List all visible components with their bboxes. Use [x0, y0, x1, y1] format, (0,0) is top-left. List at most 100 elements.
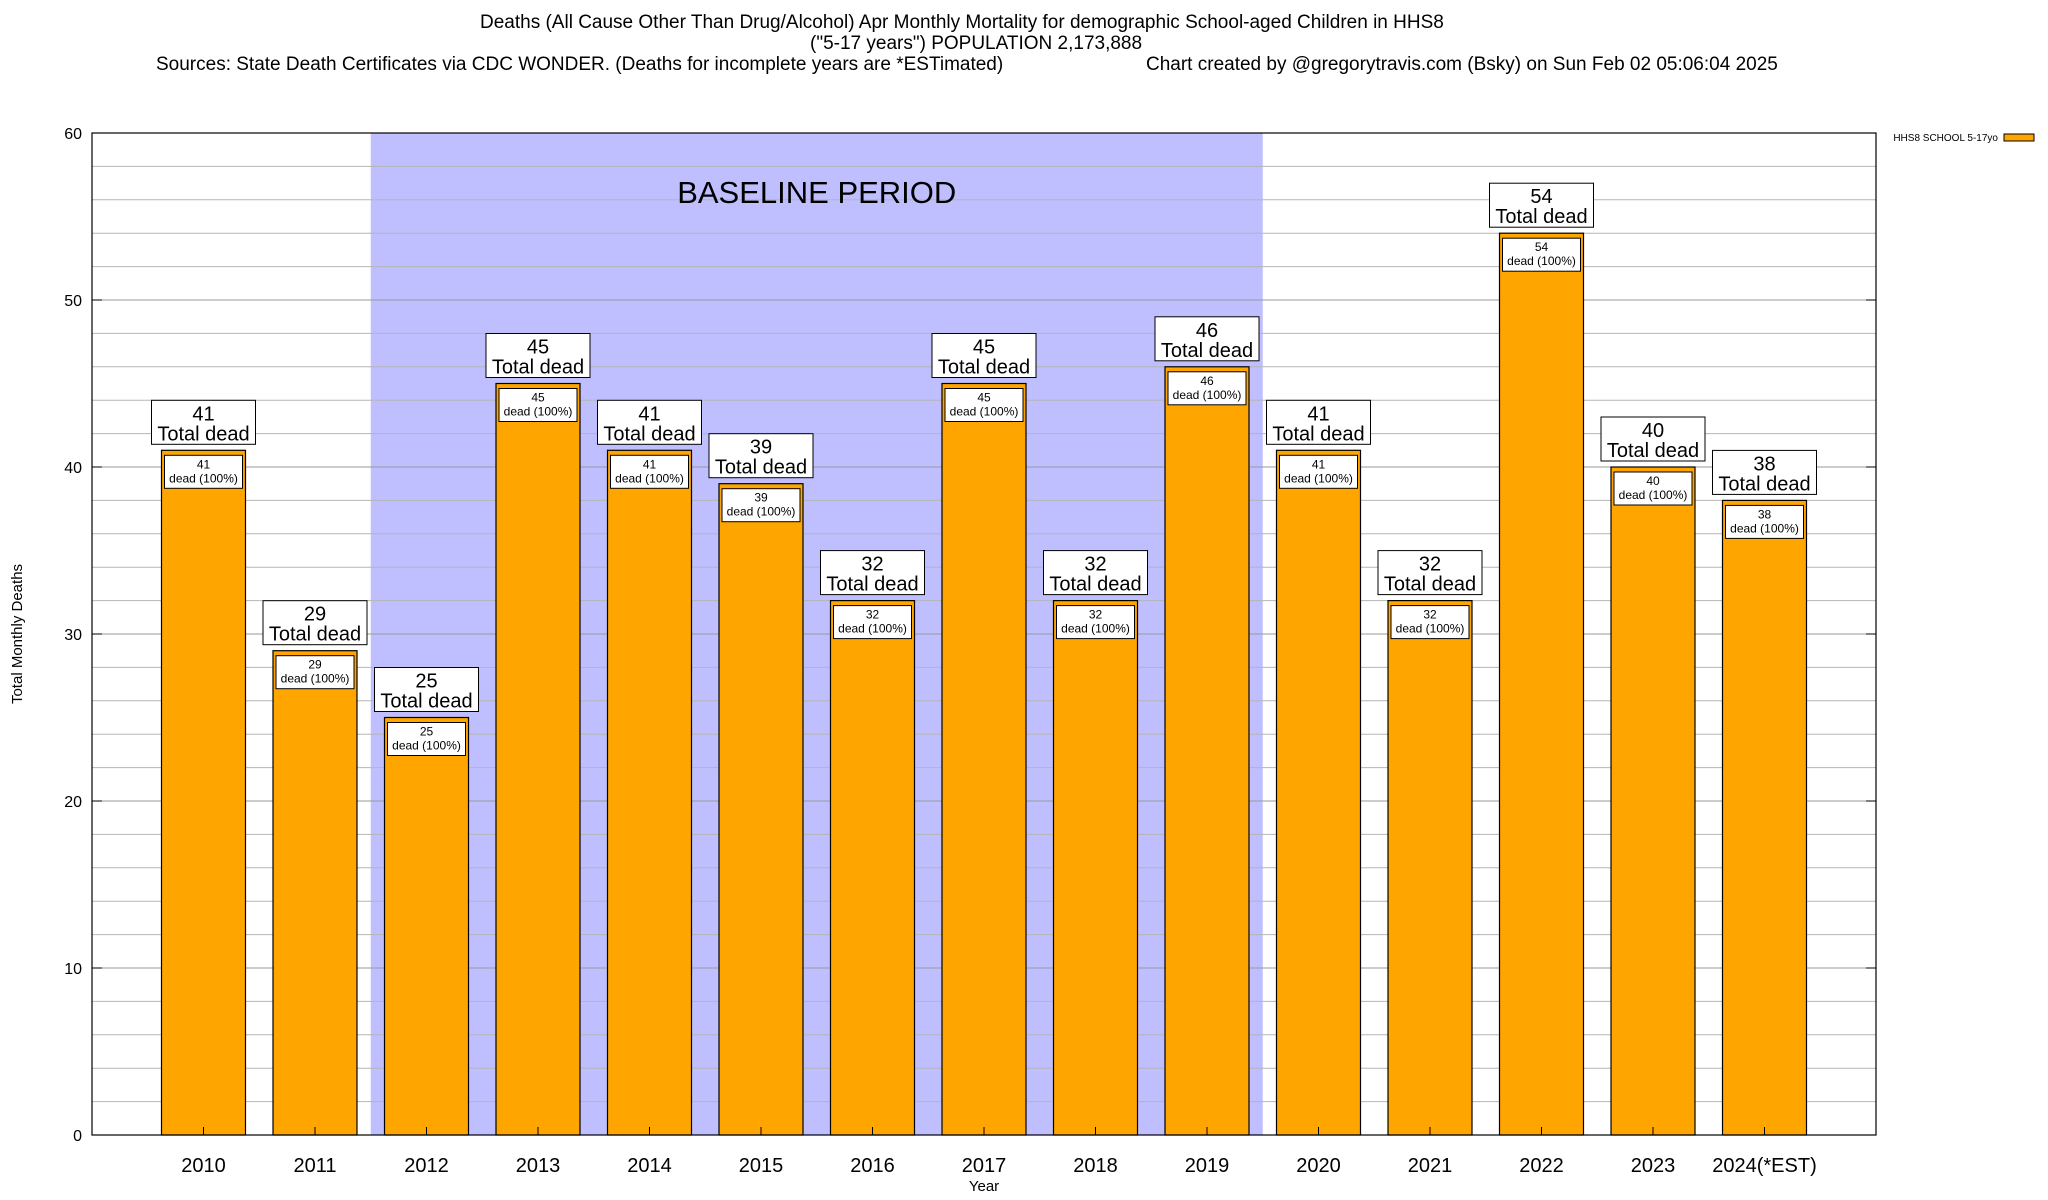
bar-inner-label-box [275, 655, 355, 690]
bar-inner-percent: dead (100%) [950, 405, 1019, 419]
x-tick-label: 2022 [1519, 1155, 1564, 1177]
bar-inner-label-box [1279, 454, 1358, 489]
bar-top-value: 32 [861, 554, 883, 576]
bar-inner-label-box [610, 454, 689, 489]
bar-inner-label-box [1167, 371, 1247, 406]
y-tick-label: 30 [64, 627, 82, 644]
x-tick-label: 2015 [739, 1155, 784, 1177]
bar-top-label-box [1043, 550, 1148, 596]
bar [1721, 499, 1808, 1136]
bar-inner-value: 25 [420, 725, 434, 739]
y-tick-label: 40 [64, 460, 82, 477]
bar-inner-value: 41 [197, 457, 211, 471]
bar-top-label-box [708, 433, 814, 479]
bar-top-total-dead: Total dead [157, 423, 249, 445]
bar-top-value: 45 [527, 337, 549, 359]
legend-swatch [2003, 133, 2035, 142]
bar-inner-percent: dead (100%) [727, 505, 796, 519]
bar-top-total-dead: Total dead [1607, 440, 1699, 462]
bar-top-label-box [374, 667, 479, 712]
bar-inner-percent: dead (100%) [615, 471, 684, 485]
bar-inner-percent: dead (100%) [1507, 254, 1576, 268]
bar-inner-value: 32 [1089, 608, 1103, 622]
bar-top-total-dead: Total dead [1049, 574, 1141, 596]
bar-inner-value: 32 [1423, 608, 1437, 622]
bar-top-label-box [1712, 449, 1817, 495]
bar-top-value: 46 [1196, 320, 1218, 342]
bar-top-label-box [1377, 550, 1483, 596]
x-tick-label: 2012 [404, 1155, 449, 1177]
chart-credit: Chart created by @gregorytravis.com (Bsk… [1146, 54, 1778, 75]
bar [383, 716, 470, 1136]
chart-title-line-1: Deaths (All Cause Other Than Drug/Alcoho… [480, 12, 1444, 33]
bar-top-value: 41 [192, 403, 214, 425]
bar-inner-percent: dead (100%) [1061, 622, 1130, 636]
x-tick-label: 2011 [293, 1155, 336, 1177]
bar-top-value: 32 [1084, 554, 1106, 576]
chart-title-line-2: ("5-17 years") POPULATION 2,173,888 [810, 33, 1143, 54]
bar-top-label-box [820, 550, 925, 596]
bar-top-label-box [151, 399, 256, 445]
bar-inner-value: 41 [1312, 457, 1326, 471]
bar-top-total-dead: Total dead [938, 357, 1030, 379]
bar-inner-label-box [1390, 605, 1470, 640]
x-tick-label: 2013 [516, 1155, 561, 1177]
bar-top-total-dead: Total dead [603, 423, 695, 445]
bar-top-total-dead: Total dead [826, 574, 918, 596]
bar-inner-value: 40 [1646, 474, 1660, 488]
bar-inner-percent: dead (100%) [392, 739, 461, 753]
y-tick-label: 10 [64, 961, 82, 978]
bar-top-label-box [485, 333, 591, 378]
bar-inner-value: 45 [977, 391, 991, 405]
x-tick-label: 2019 [1185, 1155, 1230, 1177]
legend-label: HHS8 SCHOOL 5-17yo [1893, 133, 1998, 144]
bar-inner-percent: dead (100%) [1173, 388, 1242, 402]
bar [160, 449, 247, 1136]
bar [272, 650, 358, 1136]
bar-top-total-dead: Total dead [1718, 473, 1810, 495]
bar-inner-label-box [1613, 471, 1693, 506]
bar [1498, 232, 1585, 1136]
bar-inner-percent: dead (100%) [1730, 521, 1799, 535]
bar-inner-label-box [944, 388, 1024, 422]
bar-inner-percent: dead (100%) [169, 471, 238, 485]
bar [1052, 599, 1139, 1136]
bar-top-label-box [1266, 399, 1371, 445]
x-tick-label: 2017 [962, 1155, 1007, 1177]
bar [1275, 449, 1362, 1136]
bar-inner-value: 29 [308, 658, 322, 672]
x-tick-label: 2020 [1296, 1155, 1341, 1177]
bar-top-label-box [1154, 316, 1260, 362]
bar-inner-label-box [1056, 605, 1135, 640]
bar-top-value: 40 [1642, 420, 1664, 442]
bar-top-total-dead: Total dead [269, 624, 361, 646]
bar-inner-label-box [498, 388, 578, 422]
bar-inner-value: 32 [866, 608, 880, 622]
bar-inner-percent: dead (100%) [504, 405, 573, 419]
x-tick-label: 2023 [1631, 1155, 1676, 1177]
bar-inner-percent: dead (100%) [1619, 488, 1688, 502]
bar-top-value: 38 [1753, 453, 1775, 475]
x-tick-label: 2024(*EST) [1712, 1155, 1817, 1177]
bar [1610, 466, 1696, 1136]
bar-top-value: 25 [415, 671, 437, 693]
bar-top-label-box [931, 333, 1037, 378]
bar [606, 449, 693, 1136]
plot-border [91, 132, 1877, 1136]
bar-top-total-dead: Total dead [380, 691, 472, 713]
bar [1387, 599, 1473, 1136]
bar-top-value: 39 [750, 437, 772, 459]
bar-top-value: 54 [1530, 186, 1552, 208]
bar-top-label-box [597, 399, 702, 445]
bar-inner-value: 38 [1758, 507, 1772, 521]
bar-top-value: 32 [1419, 554, 1441, 576]
y-tick-label: 20 [64, 794, 82, 811]
bar-inner-value: 54 [1535, 240, 1549, 254]
bar-top-total-dead: Total dead [715, 457, 807, 479]
bar-inner-value: 46 [1200, 374, 1214, 388]
y-tick-label: 50 [64, 293, 82, 310]
x-tick-label: 2016 [850, 1155, 895, 1177]
bar-inner-label-box [1502, 237, 1581, 272]
bar-top-label-box [262, 600, 368, 646]
